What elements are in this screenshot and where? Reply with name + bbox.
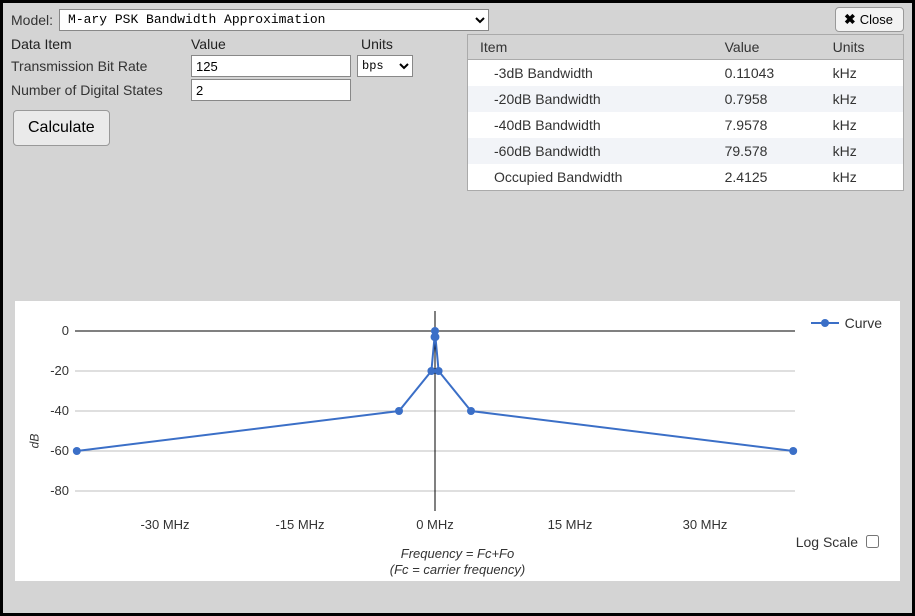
chart-legend: Curve (811, 315, 882, 331)
y-tick-label: -60 (29, 443, 69, 458)
states-input[interactable] (191, 79, 351, 101)
cell-units: kHz (821, 164, 904, 191)
bitrate-label: Transmission Bit Rate (11, 58, 191, 74)
x-tick-label: -30 MHz (135, 517, 195, 532)
bandwidth-calculator-window: Model: M-ary PSK Bandwidth Approximation… (0, 0, 915, 616)
cell-units: kHz (821, 86, 904, 112)
table-row: Occupied Bandwidth2.4125kHz (468, 164, 904, 191)
input-panel: Data Item Value Units Transmission Bit R… (11, 34, 461, 191)
table-row: -20dB Bandwidth0.7958kHz (468, 86, 904, 112)
cell-value: 0.11043 (713, 60, 821, 87)
col-data-item: Data Item (11, 36, 191, 52)
legend-label: Curve (845, 315, 882, 331)
chart-area: dB Curve Log Scale Frequency = Fc+Fo (Fc… (15, 301, 900, 581)
cell-value: 7.9578 (713, 112, 821, 138)
cell-units: kHz (821, 112, 904, 138)
y-tick-label: -80 (29, 483, 69, 498)
table-row: -3dB Bandwidth0.11043kHz (468, 60, 904, 87)
y-tick-label: -20 (29, 363, 69, 378)
row-states: Number of Digital States (11, 78, 461, 102)
close-icon: ✖ (844, 11, 856, 28)
y-tick-label: 0 (29, 323, 69, 338)
row-bitrate: Transmission Bit Rate bps (11, 54, 461, 78)
close-button[interactable]: ✖ Close (835, 7, 904, 32)
results-table: Item Value Units -3dB Bandwidth0.11043kH… (467, 34, 904, 191)
close-label: Close (860, 12, 893, 27)
states-label: Number of Digital States (11, 82, 191, 98)
cell-item: -40dB Bandwidth (468, 112, 713, 138)
cell-item: -20dB Bandwidth (468, 86, 713, 112)
cell-item: -3dB Bandwidth (468, 60, 713, 87)
table-row: -60dB Bandwidth79.578kHz (468, 138, 904, 164)
body-row: Data Item Value Units Transmission Bit R… (3, 34, 912, 191)
x-axis-label: Frequency = Fc+Fo (15, 546, 900, 561)
cell-item: Occupied Bandwidth (468, 164, 713, 191)
cell-value: 79.578 (713, 138, 821, 164)
bitrate-input[interactable] (191, 55, 351, 77)
cell-value: 0.7958 (713, 86, 821, 112)
bitrate-unit-select[interactable]: bps (357, 55, 413, 77)
top-bar: Model: M-ary PSK Bandwidth Approximation… (3, 3, 912, 34)
col-item: Item (468, 35, 713, 60)
x-tick-label: 0 MHz (405, 517, 465, 532)
x-tick-label: 15 MHz (540, 517, 600, 532)
col-value: Value (191, 36, 361, 52)
cell-item: -60dB Bandwidth (468, 138, 713, 164)
model-label: Model: (11, 12, 53, 28)
legend-marker (811, 317, 839, 329)
y-tick-label: -40 (29, 403, 69, 418)
x-tick-label: -15 MHz (270, 517, 330, 532)
results-panel: Item Value Units -3dB Bandwidth0.11043kH… (467, 34, 904, 191)
col-value: Value (713, 35, 821, 60)
input-headers: Data Item Value Units (11, 34, 461, 54)
x-tick-label: 30 MHz (675, 517, 735, 532)
calculate-button[interactable]: Calculate (13, 110, 110, 146)
x-axis-sublabel: (Fc = carrier frequency) (15, 562, 900, 577)
table-row: -40dB Bandwidth7.9578kHz (468, 112, 904, 138)
col-units: Units (821, 35, 904, 60)
col-units: Units (361, 36, 451, 52)
cell-units: kHz (821, 60, 904, 87)
cell-units: kHz (821, 138, 904, 164)
model-select[interactable]: M-ary PSK Bandwidth Approximation (59, 9, 489, 31)
cell-value: 2.4125 (713, 164, 821, 191)
